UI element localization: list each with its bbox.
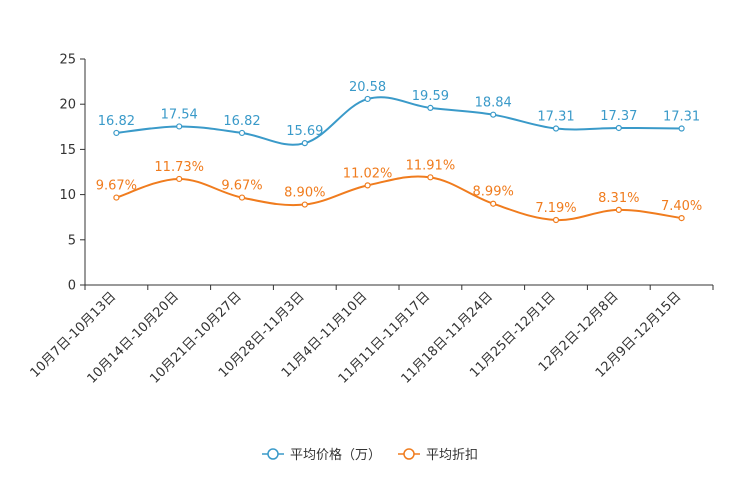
data-label: 8.31%	[598, 191, 639, 206]
data-label: 16.82	[98, 114, 135, 129]
data-point	[552, 216, 560, 224]
data-label: 19.59	[412, 89, 449, 104]
series-line	[116, 175, 682, 222]
data-point	[176, 123, 183, 130]
data-label: 15.69	[286, 124, 323, 139]
series-group: 16.82 17.54 16.82 15.69 20.58 19.59 18.84 17.31…	[96, 80, 702, 224]
y-tick-label: 20	[59, 98, 76, 113]
data-label: 8.90%	[284, 186, 325, 201]
data-point	[615, 206, 622, 213]
data-point	[678, 215, 685, 222]
axes: 051015202510月7日-10月13日10月14日-10月20日10月21…	[28, 53, 714, 387]
legend-marker-icon	[403, 448, 415, 460]
data-label: 9.67%	[221, 179, 262, 194]
data-label: 11.91%	[406, 158, 456, 173]
data-point	[678, 125, 685, 132]
y-tick-label: 10	[59, 188, 76, 203]
legend-label: 平均折扣	[426, 448, 478, 463]
legend[interactable]: 平均价格（万） 平均折扣	[262, 447, 478, 463]
data-point	[427, 174, 434, 181]
data-point	[364, 182, 371, 189]
data-point	[490, 200, 497, 207]
data-point	[176, 175, 183, 183]
legend-marker-icon	[267, 448, 279, 460]
series-line	[116, 96, 682, 146]
y-tick-label: 15	[59, 143, 76, 158]
data-point	[113, 129, 120, 137]
data-point	[552, 125, 560, 132]
series-1: 16.82 17.54 16.82 15.69 20.58 19.59 18.84 17.31…	[98, 80, 700, 147]
y-tick-label: 0	[68, 279, 76, 294]
data-label: 7.19%	[535, 201, 576, 216]
data-label: 8.99%	[473, 185, 514, 200]
data-label: 17.31	[537, 110, 574, 125]
data-point	[615, 124, 622, 132]
data-label: 17.54	[161, 107, 198, 122]
data-label: 9.67%	[96, 179, 137, 194]
data-label: 11.73%	[154, 160, 204, 175]
data-label: 20.58	[349, 80, 386, 95]
data-point	[364, 95, 371, 103]
legend-item-2[interactable]: 平均折扣	[398, 448, 478, 463]
data-label: 18.84	[475, 96, 512, 111]
data-label: 11.02%	[343, 166, 393, 181]
data-point	[238, 194, 246, 201]
data-point	[490, 111, 497, 118]
legend-label: 平均价格（万）	[290, 447, 381, 463]
data-label: 17.31	[663, 110, 700, 125]
y-tick-label: 25	[59, 53, 76, 68]
series-2: 9.67% 11.73% 9.67% 8.90% 11.02% 11.91% 8.99% 7.…	[96, 158, 702, 224]
data-point	[301, 140, 308, 147]
legend-item-1[interactable]: 平均价格（万）	[262, 447, 381, 463]
data-label: 17.37	[600, 109, 637, 124]
data-point	[238, 129, 246, 137]
data-label: 16.82	[223, 114, 260, 129]
data-point	[427, 104, 434, 112]
y-tick-label: 5	[68, 233, 76, 248]
data-point	[113, 194, 120, 201]
data-label: 7.40%	[661, 199, 702, 214]
data-point	[301, 201, 308, 208]
